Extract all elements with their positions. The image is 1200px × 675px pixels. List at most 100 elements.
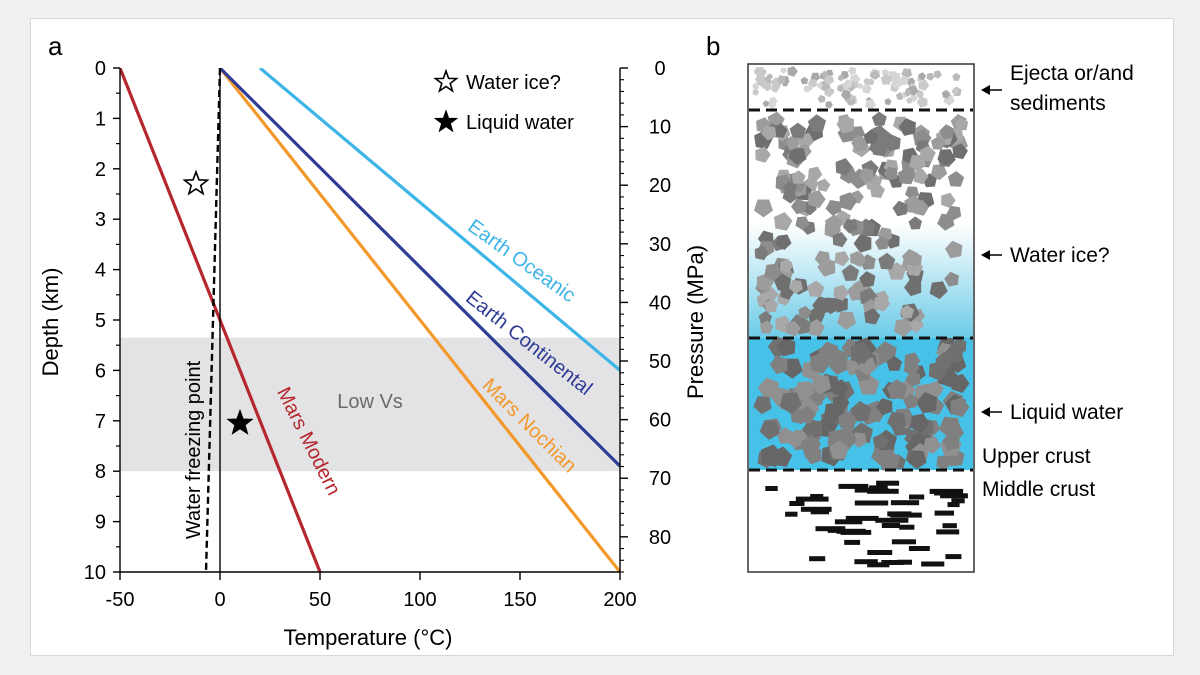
pebble (877, 449, 901, 471)
crust-bar (876, 480, 900, 486)
x-tick-label: 150 (503, 589, 536, 611)
pebble (808, 166, 823, 182)
pebble (941, 192, 956, 208)
pebble (871, 111, 887, 126)
crust-bar (951, 498, 965, 504)
crust-bar (897, 559, 912, 565)
pebble (837, 311, 857, 330)
pebble (950, 397, 970, 418)
pebble (908, 216, 922, 230)
pebble (753, 396, 772, 415)
x-tick-label: 0 (214, 589, 225, 611)
crust-bar (836, 528, 866, 534)
crust-bar (800, 506, 832, 512)
y-tick-label: 5 (95, 310, 106, 332)
crust-bar (869, 485, 888, 491)
middle-crust-bars (765, 480, 968, 568)
pebble (944, 271, 959, 287)
crust-bar (934, 490, 961, 496)
panel-label-a: a (48, 31, 63, 61)
pebble (761, 125, 777, 141)
pebble (918, 72, 927, 81)
pebble (898, 118, 916, 136)
crust-bar (854, 500, 889, 506)
y-tick-label: 3 (95, 209, 106, 231)
pebble (779, 392, 802, 414)
crust-bar (810, 494, 824, 499)
pebble (818, 341, 838, 362)
crust-bar (875, 517, 909, 523)
pebble (791, 198, 806, 215)
crust-bar (909, 494, 925, 500)
crust-bar (765, 486, 778, 491)
pebble (771, 84, 780, 93)
crust-bar (838, 483, 869, 489)
pebble (754, 245, 769, 261)
pebble (942, 432, 960, 451)
pebble (892, 200, 908, 217)
legend-star-filled-icon (433, 109, 459, 133)
marker-liquid-water-star-icon (226, 409, 254, 435)
pebble (902, 248, 919, 266)
pebble (825, 101, 833, 109)
y2-tick-label: 10 (649, 117, 671, 139)
pebble (872, 433, 889, 450)
crust-bar (891, 539, 916, 545)
annotation-ejecta-line1: Ejecta or/and (1010, 62, 1134, 85)
y-tick-label: 1 (95, 108, 106, 130)
pebble (891, 78, 902, 89)
annotation-ejecta-line2: sediments (1010, 92, 1106, 115)
y-tick-label: 6 (95, 360, 106, 382)
pebble (807, 319, 825, 337)
pebble (795, 216, 810, 231)
pebble (851, 432, 867, 448)
crust-bar (834, 519, 863, 525)
pebble (863, 129, 878, 144)
crust-bar (936, 529, 960, 535)
pebble (951, 373, 970, 393)
pebble (800, 76, 809, 85)
pebble (933, 70, 942, 79)
pebble (777, 337, 796, 357)
pebble (859, 271, 876, 288)
y-tick-label: 9 (95, 512, 106, 534)
pebble (939, 124, 955, 140)
pebble (906, 97, 913, 104)
pebble (851, 135, 868, 152)
pebble (865, 99, 876, 110)
pebble (798, 305, 812, 320)
crust-bar (844, 539, 861, 545)
pebble (874, 341, 897, 364)
pebble (862, 83, 872, 94)
pebble (773, 273, 792, 291)
pebble (945, 240, 963, 259)
pebble (838, 411, 858, 431)
pebble (849, 401, 872, 422)
pebble (930, 164, 948, 181)
pebble (834, 251, 850, 267)
pebble (874, 295, 891, 312)
label-low-vs: Low Vs (337, 391, 403, 413)
pebble (904, 278, 922, 297)
pebble (832, 232, 848, 248)
pebble (853, 234, 872, 253)
pebble (821, 70, 828, 78)
pebble (897, 167, 916, 185)
annotation-middle-crust: Middle crust (982, 478, 1095, 501)
pebble (876, 398, 893, 416)
pebble (779, 258, 794, 273)
pebble (952, 72, 961, 81)
crust-bar (899, 524, 915, 530)
pebble (776, 234, 792, 250)
crust-bar (921, 561, 945, 567)
pebble (923, 436, 941, 454)
annotation-ejecta: Ejecta or/and sediments (981, 62, 1134, 115)
x-tick-label: 100 (403, 589, 436, 611)
pebble (768, 100, 777, 109)
pebble (789, 122, 807, 139)
pebble (896, 92, 904, 100)
pebble (807, 280, 825, 298)
pebble (863, 77, 871, 85)
low-vs-band (120, 337, 620, 472)
crust-bar (945, 554, 962, 560)
